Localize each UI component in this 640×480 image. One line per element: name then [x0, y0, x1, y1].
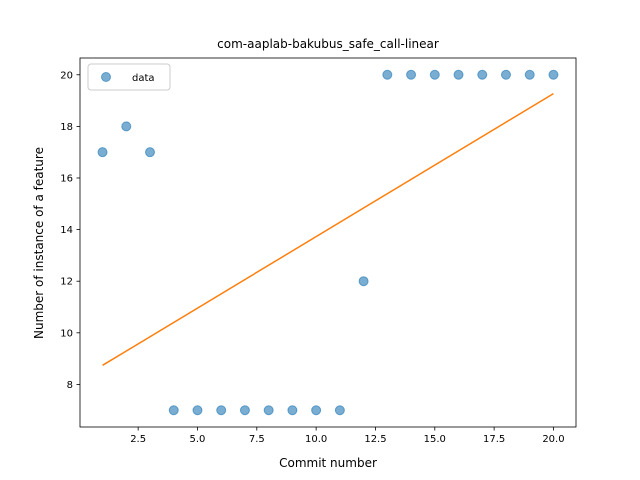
legend-box: [87, 63, 171, 91]
y-axis-ticks: 8 10 12 14 16 18 20: [60, 70, 80, 391]
x-tick-label: 20.0: [542, 434, 564, 445]
y-tick-label: 18: [60, 122, 73, 133]
data-point: [429, 69, 440, 80]
data-point: [382, 69, 393, 80]
y-tick-label: 10: [60, 328, 73, 339]
data-point: [524, 69, 535, 80]
x-tick-label: 7.5: [249, 434, 265, 445]
y-axis-label: Number of instance of a feature: [32, 147, 46, 339]
legend: data: [87, 63, 171, 91]
x-axis-ticks: 2.5 5.0 7.5 10.0 12.5 15.0 17.5 20.0: [130, 427, 565, 445]
data-point: [548, 69, 559, 80]
x-tick-label: 2.5: [130, 434, 146, 445]
data-point: [239, 405, 250, 416]
data-point: [121, 121, 132, 132]
y-tick-label: 12: [60, 277, 73, 288]
data-point: [453, 69, 464, 80]
axes-frame: [79, 57, 577, 428]
legend-label-data: data: [132, 73, 155, 84]
y-tick-label: 14: [60, 225, 73, 236]
data-point: [406, 69, 417, 80]
y-tick-label: 8: [67, 380, 73, 391]
y-tick-label: 16: [60, 173, 73, 184]
data-point: [311, 405, 322, 416]
data-point: [334, 405, 345, 416]
data-point: [192, 405, 203, 416]
x-tick-label: 17.5: [483, 434, 505, 445]
chart-title: com-aaplab-bakubus_safe_call-linear: [217, 37, 439, 51]
data-point: [145, 147, 156, 158]
fit-line: [102, 92, 554, 366]
x-axis-label: Commit number: [279, 456, 377, 470]
data-point: [500, 69, 511, 80]
y-tick-label: 20: [60, 70, 73, 81]
data-point: [477, 69, 488, 80]
legend-marker-data: [101, 72, 111, 82]
data-point: [216, 405, 227, 416]
plot-area: [97, 69, 559, 416]
x-tick-label: 15.0: [424, 434, 446, 445]
x-tick-label: 5.0: [190, 434, 206, 445]
x-tick-label: 12.5: [364, 434, 386, 445]
axes-border: [79, 57, 577, 428]
data-point: [97, 147, 108, 158]
x-tick-label: 10.0: [305, 434, 327, 445]
data-point: [168, 405, 179, 416]
data-point: [263, 405, 274, 416]
data-point: [358, 276, 369, 287]
data-point: [287, 405, 298, 416]
